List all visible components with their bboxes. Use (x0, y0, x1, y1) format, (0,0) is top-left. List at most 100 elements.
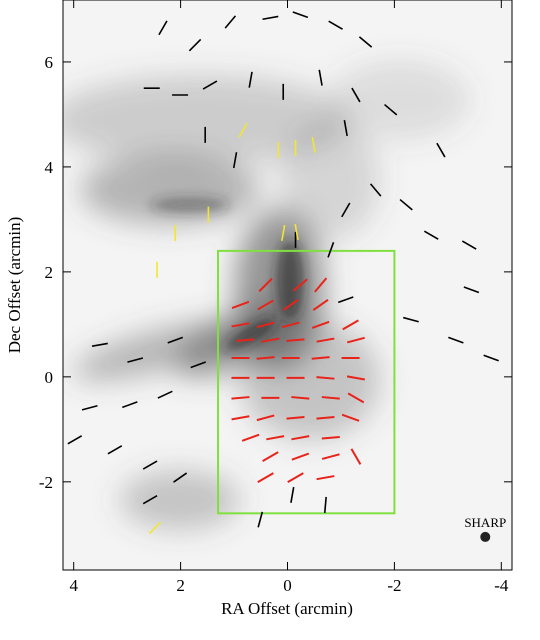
polarization-vector (256, 321, 275, 329)
polarization-vector (312, 298, 329, 311)
polarization-vector (448, 336, 464, 344)
polarization-vector (266, 435, 285, 441)
polarization-vector (483, 354, 499, 362)
polarization-vector (281, 321, 300, 329)
polarization-vector (256, 356, 275, 360)
polarization-vector (231, 300, 250, 309)
polarization-vector (188, 38, 202, 52)
polarization-vector (327, 242, 335, 258)
x-tick-label: -4 (494, 576, 509, 595)
polarization-vector (358, 36, 373, 48)
polarization-vector (291, 435, 310, 441)
polarization-vector (190, 361, 207, 369)
polarization-vector (318, 69, 323, 86)
polarization-vector (321, 435, 340, 440)
polarization-vector (158, 20, 168, 36)
polarization-vector (321, 453, 340, 460)
polarization-vector (248, 71, 253, 88)
polarization-vector (342, 319, 359, 331)
polarization-vector (281, 225, 286, 242)
polarization-vector (258, 277, 273, 293)
polarization-vector (224, 15, 237, 29)
polarization-vector (384, 103, 398, 116)
polarization-vector (403, 316, 419, 323)
polarization-vector (127, 357, 144, 363)
polarization-vector (142, 494, 158, 505)
polarization-vector (238, 122, 248, 138)
polarization-vector (311, 356, 330, 360)
nebula-image (63, 0, 512, 570)
beam-label: SHARP (464, 515, 506, 530)
x-tick-label: 0 (283, 576, 292, 595)
y-tick-label: 0 (45, 368, 54, 387)
polarization-vector (122, 401, 138, 409)
polarization-vector (294, 223, 299, 241)
polarization-vector (148, 521, 162, 535)
polarization-vector (142, 460, 158, 470)
polarization-vector (167, 336, 184, 344)
beam-marker (480, 531, 491, 542)
polarization-vector (292, 11, 309, 19)
polarization-vector (321, 396, 340, 400)
polarization-vector (350, 448, 362, 465)
polarization-vector (81, 404, 98, 411)
polarization-vector (262, 15, 279, 21)
polarization-vector (311, 320, 330, 329)
x-tick-label: 4 (69, 576, 78, 595)
polarization-vector (231, 396, 250, 400)
polarization-vector (231, 415, 250, 421)
polarization-vector (256, 414, 275, 422)
polarization-vector (257, 511, 264, 528)
polarization-vector (423, 230, 439, 240)
x-tick-label: -2 (387, 576, 401, 595)
polarization-vector (436, 142, 446, 158)
polarization-vector (369, 183, 382, 197)
polarization-vector (463, 286, 480, 294)
x-axis-label: RA Offset (arcmin) (221, 599, 353, 618)
polarization-vector (290, 486, 295, 503)
polarization-vector (346, 375, 365, 381)
polarization-vector (262, 451, 279, 462)
polarization-vector (316, 475, 335, 481)
polarization-vector (231, 322, 250, 328)
polarization-vector (261, 337, 280, 343)
polarization-vector (311, 136, 316, 153)
polarization-vector (202, 80, 218, 90)
polarization-vector (291, 396, 310, 400)
polarization-vector (341, 202, 351, 218)
polarization-vector (351, 87, 361, 103)
y-tick-label: -2 (39, 473, 53, 492)
polarization-vector (292, 278, 308, 292)
polarization-vector (257, 472, 274, 483)
y-tick-label: 2 (45, 263, 54, 282)
polarization-vector (257, 299, 274, 311)
polarization-vector (337, 296, 354, 304)
polarization-vector (241, 433, 260, 442)
polarization-vector (316, 376, 335, 380)
polarization-vector (316, 416, 335, 420)
polarization-vector (173, 472, 188, 483)
polarization-vector (236, 338, 255, 342)
polarization-vector (286, 416, 305, 420)
polarization-vector (282, 298, 299, 311)
y-tick-label: 6 (45, 53, 54, 72)
polarization-vector (157, 390, 173, 399)
polarization-vector (314, 277, 328, 293)
x-tick-label: 2 (176, 576, 185, 595)
y-tick-label: 4 (45, 158, 54, 177)
y-axis-label: Dec Offset (arcmin) (5, 217, 24, 354)
polarization-vector (343, 120, 348, 137)
polarization-vector (291, 452, 310, 461)
polarization-vector (346, 336, 365, 344)
polarization-vector (328, 20, 343, 30)
polarization-vector (67, 435, 83, 445)
polarization-vector (347, 392, 365, 404)
polarization-vector (107, 445, 123, 455)
polarization-vector (316, 337, 335, 343)
polarization-vector (286, 338, 305, 342)
region-box (217, 249, 396, 515)
polarization-vector (287, 472, 304, 483)
polarization-vector (91, 342, 108, 348)
polarization-vector (341, 413, 360, 422)
